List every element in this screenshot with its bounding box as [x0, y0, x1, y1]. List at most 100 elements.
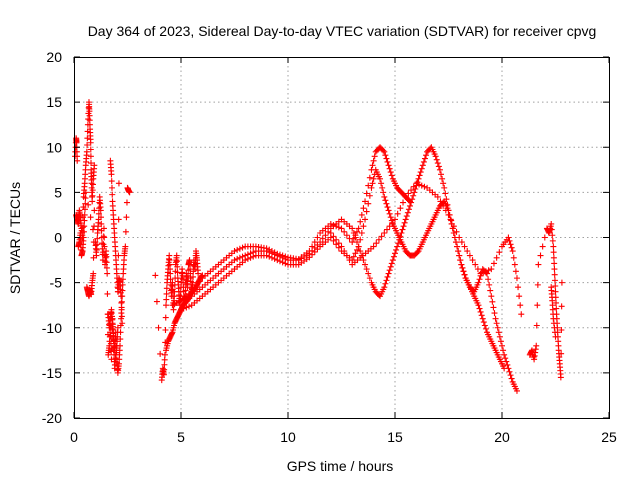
- data-point-early-arcs: [90, 270, 97, 277]
- data-point-early-arcs: [74, 157, 81, 164]
- data-point-arc-D: [464, 248, 471, 255]
- data-point-arc-B: [383, 200, 390, 207]
- data-point-arc-C: [419, 162, 426, 169]
- data-point-arc-C: [506, 368, 513, 375]
- data-point-arc-D: [466, 252, 473, 259]
- data-point-early-arcs: [93, 246, 100, 253]
- data-point-arc-D: [448, 217, 455, 224]
- data-point-arc-A: [338, 225, 345, 232]
- data-point-late-arcs: [557, 374, 564, 381]
- data-point-arc-C: [456, 252, 463, 259]
- data-point-arc-C: [404, 209, 411, 216]
- data-point-arc-B: [352, 250, 359, 257]
- data-point-arc-D: [516, 293, 523, 300]
- data-point-late-arcs: [558, 327, 565, 334]
- data-point-arc-A: [343, 232, 350, 239]
- data-point-arc-A: [358, 211, 365, 218]
- data-point-arc-C: [362, 261, 369, 268]
- data-point-arc-C: [319, 235, 326, 242]
- data-point-early-arcs: [118, 298, 125, 305]
- data-point-arc-C: [234, 255, 241, 262]
- data-point-arc-D: [518, 311, 525, 318]
- data-point-arc-C: [276, 253, 283, 260]
- data-point-arc-D: [453, 228, 460, 235]
- data-point-arc-D: [477, 270, 484, 277]
- data-point-arc-C: [490, 304, 497, 311]
- data-point-arc-D: [482, 268, 489, 275]
- data-point-early-arcs: [103, 253, 110, 260]
- data-point-arc-D: [510, 254, 517, 261]
- y-tick-label: 20: [46, 49, 62, 65]
- data-point-early-arcs: [91, 207, 98, 214]
- data-point-arc-A: [360, 205, 367, 212]
- data-point-early-arcs: [91, 162, 98, 169]
- data-point-arc-C: [488, 293, 495, 300]
- data-point-arc-C: [454, 243, 461, 250]
- data-point-late-arcs: [553, 305, 560, 312]
- data-point-arc-C: [236, 254, 243, 261]
- data-point-arc-C: [231, 257, 238, 264]
- data-point-early-arcs: [122, 243, 129, 250]
- data-point-arc-D: [333, 236, 340, 243]
- data-point-arc-D: [389, 219, 396, 226]
- data-point-arc-C: [387, 263, 394, 270]
- data-point-arc-C: [325, 228, 332, 235]
- data-point-arc-B: [480, 319, 487, 326]
- data-point-arc-D: [338, 243, 345, 250]
- data-point-arc-C: [400, 223, 407, 230]
- data-point-arc-C: [306, 250, 313, 257]
- data-point-early-arcs: [93, 252, 100, 259]
- data-point-arc-C: [489, 298, 496, 305]
- data-point-arc-C: [444, 201, 451, 208]
- data-point-arc-D: [490, 260, 497, 267]
- data-point-arc-C: [393, 246, 400, 253]
- data-point-arc-C: [355, 243, 362, 250]
- grid-lines: [74, 57, 609, 418]
- data-point-arc-D: [506, 237, 513, 244]
- chart-title: Day 364 of 2023, Sidereal Day-to-day VTE…: [88, 23, 597, 39]
- data-point-arc-B: [180, 305, 187, 312]
- data-point-arc-C: [311, 244, 318, 251]
- data-point-noisy-onset: [167, 270, 174, 277]
- data-point-arc-D: [505, 234, 512, 241]
- data-point-arc-A: [385, 162, 392, 169]
- data-point-arc-C: [476, 276, 483, 283]
- data-point-noisy-onset: [189, 279, 196, 286]
- data-point-arc-D: [400, 199, 407, 206]
- data-point-arc-D: [416, 181, 423, 188]
- data-point-arc-D: [512, 268, 519, 275]
- data-point-arc-B: [482, 325, 489, 332]
- x-tick-label: 10: [280, 429, 296, 445]
- data-point-early-arcs: [104, 270, 111, 277]
- data-point-arc-D: [434, 193, 441, 200]
- data-point-arc-D: [493, 254, 500, 261]
- data-point-arc-C: [389, 257, 396, 264]
- x-axis-label: GPS time / hours: [287, 458, 394, 474]
- data-point-early-arcs: [99, 240, 106, 247]
- data-point-arc-B: [366, 192, 373, 199]
- data-point-arc-C: [433, 156, 440, 163]
- data-point-arc-A: [311, 239, 318, 246]
- data-point-noisy-onset: [161, 351, 168, 358]
- data-point-arc-D: [515, 284, 522, 291]
- data-point-arc-B: [350, 253, 357, 260]
- data-point-early-arcs: [83, 148, 90, 155]
- data-point-late-arcs: [558, 350, 565, 357]
- data-point-arc-A: [191, 285, 198, 292]
- data-point-arc-A: [194, 281, 201, 288]
- data-point-arc-B: [365, 200, 372, 207]
- data-point-early-arcs: [82, 195, 89, 202]
- data-point-arc-C: [244, 251, 251, 258]
- data-point-arc-D: [373, 240, 380, 247]
- data-point-arc-C: [385, 270, 392, 277]
- data-point-noisy-onset: [182, 287, 189, 294]
- y-tick-label: 5: [54, 184, 62, 200]
- data-point-noisy-onset: [163, 290, 170, 297]
- y-tick-label: -10: [42, 320, 62, 336]
- data-point-arc-C: [507, 372, 514, 379]
- data-point-late-arcs: [551, 271, 558, 278]
- data-point-late-arcs: [549, 237, 556, 244]
- data-point-arc-C: [458, 261, 465, 268]
- data-point-late-arcs: [548, 220, 555, 227]
- data-point-arc-D: [413, 180, 420, 187]
